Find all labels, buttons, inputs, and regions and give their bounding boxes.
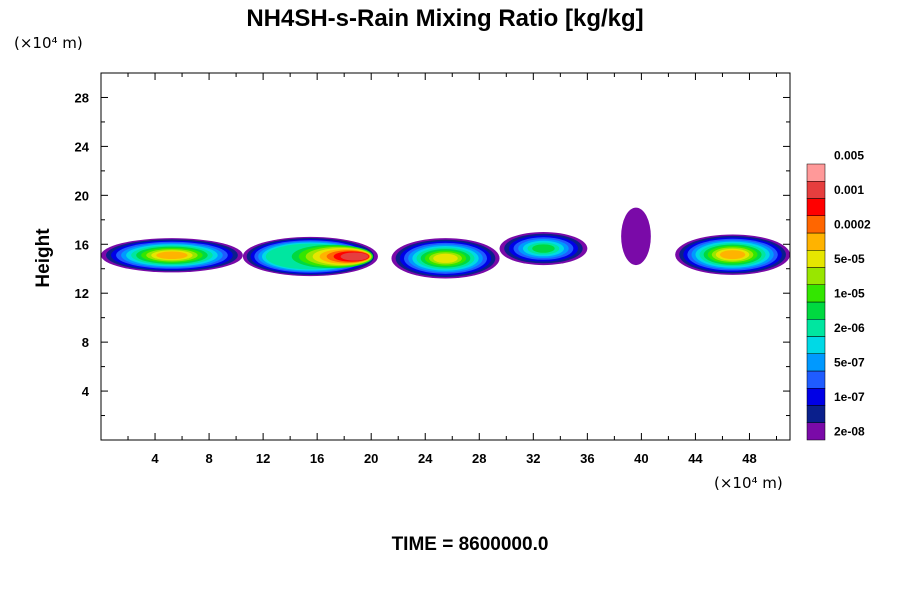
y-tick-label: 8 (82, 335, 89, 350)
colorbar-swatch (806, 232, 826, 251)
colorbar-swatch (806, 336, 826, 354)
colorbar-label: 5e-07 (834, 355, 865, 369)
feature-region (391, 238, 500, 279)
colorbar-swatch (806, 163, 826, 182)
colorbar-label: 0.005 (834, 148, 864, 162)
x-tick-label: 44 (688, 451, 703, 466)
feature-region (101, 238, 243, 273)
contour-level (532, 244, 555, 253)
contour-level (340, 252, 369, 261)
colorbar-swatch (806, 181, 826, 199)
chart-title: NH4SH-s-Rain Mixing Ratio [kg/kg] (246, 5, 643, 32)
colorbar-label: 1e-05 (834, 286, 865, 300)
colorbar-swatch (806, 198, 826, 216)
colorbar-swatch (806, 405, 826, 423)
colorbar-label: 2e-06 (834, 321, 865, 335)
y-tick-label: 24 (75, 139, 90, 154)
x-unit-label: (×10⁴ m) (714, 474, 783, 492)
colorbar-swatch (806, 319, 826, 337)
contour-level (433, 253, 458, 263)
y-tick-label: 4 (82, 384, 90, 399)
x-tick-label: 32 (526, 451, 540, 466)
colorbar-swatch (806, 301, 826, 320)
colorbar-label: 2e-08 (834, 424, 865, 438)
colorbar-label: 0.001 (834, 183, 864, 197)
colorbar-swatch (806, 267, 826, 285)
colorbar-label: 5e-05 (834, 252, 865, 266)
x-tick-label: 8 (205, 451, 212, 466)
x-tick-label: 12 (256, 451, 270, 466)
feature-region (499, 232, 588, 266)
y-axis-label: Height (33, 228, 54, 288)
time-label: TIME = 8600000.0 (392, 534, 549, 555)
plot-area (101, 207, 790, 279)
colorbar-swatch (806, 370, 826, 389)
y-tick-label: 16 (75, 237, 89, 252)
x-tick-label: 36 (580, 451, 594, 466)
plot-frame (100, 72, 791, 441)
colorbar-swatch (806, 422, 826, 441)
contour-level (621, 207, 651, 266)
colorbar-swatch (806, 388, 826, 406)
y-tick-label: 28 (75, 90, 89, 105)
x-tick-label: 16 (310, 451, 324, 466)
colorbar-swatch (806, 215, 826, 234)
colorbar-label: 0.0002 (834, 217, 871, 231)
x-tick-label: 48 (742, 451, 756, 466)
colorbar-swatch (806, 284, 826, 303)
feature-region (621, 207, 651, 266)
y-tick-label: 20 (75, 188, 89, 203)
colorbar-swatch (806, 250, 826, 268)
colorbar: 2e-08 1e-07 5e-07 2e-06 1e-05 5e-05 0.0002 0.00… (806, 148, 871, 441)
x-tick-label: 20 (364, 451, 378, 466)
y-tick-label: 12 (75, 286, 89, 301)
x-tick-label: 24 (418, 451, 433, 466)
contour-level (156, 251, 188, 260)
y-unit-label: (×10⁴ m) (14, 34, 83, 52)
feature-region (242, 236, 378, 277)
colorbar-label: 1e-07 (834, 390, 865, 404)
colorbar-swatch (806, 353, 826, 372)
feature-region (675, 234, 790, 275)
contour-features (101, 207, 790, 279)
x-tick-label: 28 (472, 451, 486, 466)
x-tick-label: 4 (151, 451, 159, 466)
contour-level (719, 250, 746, 260)
x-tick-label: 40 (634, 451, 648, 466)
